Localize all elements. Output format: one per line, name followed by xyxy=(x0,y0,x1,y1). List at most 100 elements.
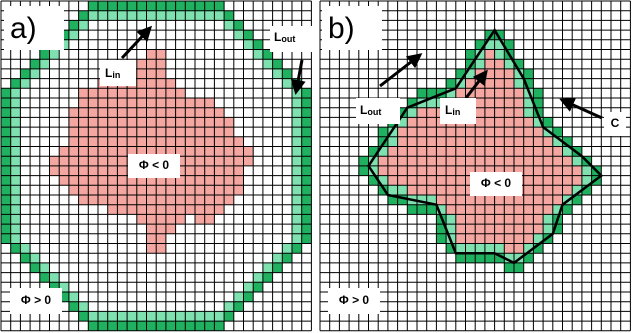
cell xyxy=(475,136,485,147)
cell xyxy=(484,49,495,60)
cell xyxy=(504,117,514,128)
cell xyxy=(455,68,466,79)
cell xyxy=(446,243,456,254)
cell xyxy=(572,156,582,166)
cell xyxy=(165,146,176,157)
cell xyxy=(417,195,427,205)
cell xyxy=(185,156,195,166)
cell xyxy=(127,117,137,128)
cell xyxy=(156,185,166,195)
cell xyxy=(436,233,447,244)
cell xyxy=(78,185,89,195)
cell xyxy=(88,98,98,108)
cell xyxy=(301,204,312,215)
cell xyxy=(446,156,456,166)
cell xyxy=(195,175,205,186)
cell xyxy=(523,98,534,108)
cell xyxy=(301,117,312,128)
cell xyxy=(175,195,186,205)
cell xyxy=(233,292,244,302)
cell xyxy=(504,68,514,79)
cell xyxy=(301,127,312,137)
cell xyxy=(368,165,379,176)
cell xyxy=(107,156,118,166)
cell xyxy=(494,243,505,254)
cell xyxy=(301,224,312,234)
cell xyxy=(494,59,505,69)
cell xyxy=(127,146,137,157)
cell xyxy=(504,127,514,137)
cell xyxy=(30,253,40,263)
cell xyxy=(282,78,292,89)
cell xyxy=(504,195,514,205)
cell xyxy=(253,49,263,60)
cell xyxy=(436,146,447,157)
cell xyxy=(523,117,534,128)
cell xyxy=(146,127,157,137)
cell xyxy=(98,88,108,98)
cell xyxy=(523,146,534,157)
cell xyxy=(88,117,98,128)
cell xyxy=(1,88,11,98)
cell xyxy=(195,98,205,108)
cell xyxy=(533,204,544,215)
cell xyxy=(165,107,176,118)
cell xyxy=(504,107,514,118)
cell xyxy=(117,107,128,118)
cell xyxy=(475,107,485,118)
cell xyxy=(224,117,234,128)
cell xyxy=(224,146,234,157)
cell xyxy=(484,146,495,157)
cell xyxy=(136,185,147,195)
cell xyxy=(484,39,495,50)
cell xyxy=(59,175,69,186)
cell xyxy=(504,156,514,166)
cell xyxy=(98,185,108,195)
cell xyxy=(10,117,21,128)
label-box xyxy=(356,98,400,124)
cell xyxy=(224,301,234,312)
cell xyxy=(253,272,263,283)
cell xyxy=(572,185,582,195)
outside-label: Φ > 0 xyxy=(339,293,370,307)
cell xyxy=(475,195,485,205)
cell xyxy=(1,117,11,128)
cell xyxy=(475,88,485,98)
cell xyxy=(292,243,302,254)
cell xyxy=(378,127,388,137)
cell xyxy=(465,68,476,79)
cell xyxy=(562,165,573,176)
cell xyxy=(301,214,312,225)
cell xyxy=(292,117,302,128)
cell xyxy=(387,175,398,186)
cell xyxy=(417,88,427,98)
cell xyxy=(1,185,11,195)
cell xyxy=(514,68,524,79)
cell xyxy=(59,292,69,302)
cell xyxy=(243,146,254,157)
cell xyxy=(387,185,398,195)
cell xyxy=(195,127,205,137)
cell xyxy=(301,88,312,98)
cell xyxy=(98,195,108,205)
cell xyxy=(78,88,89,98)
cell xyxy=(484,204,495,215)
cell xyxy=(185,165,195,176)
cell xyxy=(1,107,11,118)
cell xyxy=(146,68,157,79)
cell xyxy=(514,224,524,234)
inside-label: Φ < 0 xyxy=(481,176,512,190)
cell xyxy=(136,204,147,215)
cell xyxy=(59,156,69,166)
cell xyxy=(39,272,50,283)
cell xyxy=(175,165,186,176)
cell xyxy=(136,195,147,205)
cell xyxy=(292,195,302,205)
cell xyxy=(465,243,476,254)
cell xyxy=(117,165,128,176)
cell xyxy=(407,107,417,118)
cell xyxy=(98,98,108,108)
cell xyxy=(204,185,215,195)
cell xyxy=(165,175,176,186)
cell xyxy=(146,243,157,254)
